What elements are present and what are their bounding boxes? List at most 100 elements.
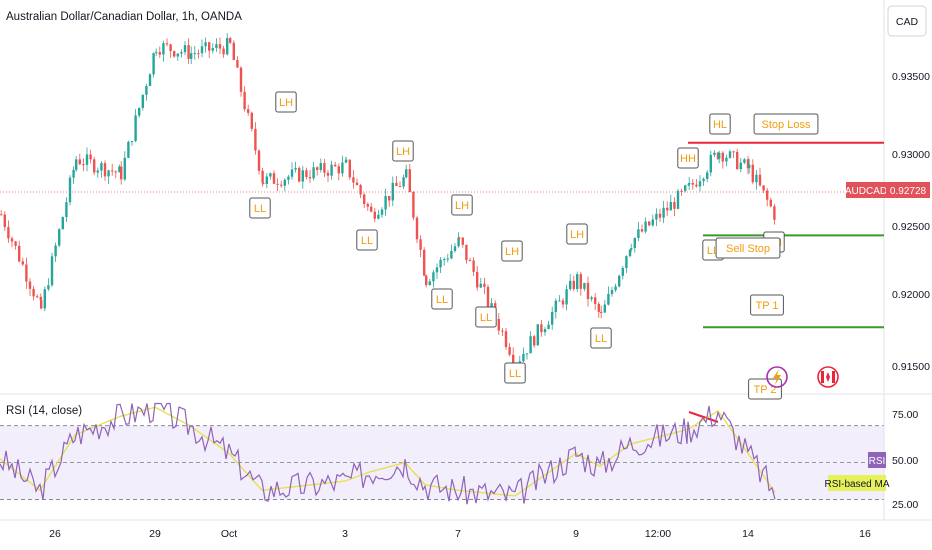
candle-down xyxy=(236,59,239,68)
candle-up xyxy=(529,336,532,354)
candle-down xyxy=(561,300,565,305)
rsi-ma-badge-text: RSI-based MA xyxy=(824,479,889,490)
candle-up xyxy=(610,290,614,294)
canada-flag-icon[interactable] xyxy=(817,366,839,388)
pattern-label-text: LL xyxy=(436,294,448,306)
candle-down xyxy=(769,199,772,207)
candle-up xyxy=(162,43,165,55)
time-tick: 14 xyxy=(742,528,754,540)
candle-up xyxy=(155,52,158,54)
pattern-label[interactable]: LH xyxy=(275,91,297,113)
candle-down xyxy=(773,206,776,220)
pattern-label[interactable]: HL xyxy=(709,113,731,135)
candle-down xyxy=(486,286,490,307)
candle-down xyxy=(93,159,96,173)
rsi-divergence-line[interactable] xyxy=(688,411,719,423)
pattern-label[interactable]: HH xyxy=(677,147,699,169)
pattern-label-text: LH xyxy=(570,229,584,241)
candle-down xyxy=(425,275,428,285)
candle-down xyxy=(173,51,176,57)
candle-down xyxy=(691,182,694,185)
time-tick: 26 xyxy=(49,528,61,540)
pattern-label[interactable]: LH xyxy=(501,240,523,262)
pattern-label-text: LL xyxy=(509,368,521,380)
pattern-label[interactable]: LL xyxy=(249,197,271,219)
pattern-label[interactable]: LL xyxy=(431,288,453,310)
candle-down xyxy=(218,44,222,49)
candle-up xyxy=(176,53,179,57)
candle-down xyxy=(229,38,232,43)
time-axis: 26 29 Oct 3 7 9 12:00 14 16 xyxy=(49,528,871,540)
pattern-label[interactable]: TP 2 xyxy=(748,378,782,400)
pattern-label[interactable]: LH xyxy=(451,194,473,216)
candle-down xyxy=(337,166,340,174)
candle-up xyxy=(676,190,680,209)
price-tick: 0.92000 xyxy=(892,289,930,301)
candle-down xyxy=(120,166,123,180)
candle-down xyxy=(25,264,28,282)
pattern-label[interactable]: LL xyxy=(475,306,497,328)
candle-down xyxy=(359,185,362,195)
pattern-label-text: LL xyxy=(480,312,492,324)
candle-up xyxy=(709,154,712,173)
pattern-label[interactable]: LL xyxy=(504,362,526,384)
currency-button[interactable] xyxy=(887,5,927,37)
candle-down xyxy=(40,300,43,309)
pattern-label-box xyxy=(709,113,731,135)
candle-up xyxy=(294,167,297,170)
candle-down xyxy=(36,296,39,298)
pattern-label-text: LH xyxy=(279,97,293,109)
pattern-label-box xyxy=(275,91,297,113)
pattern-label[interactable]: LH xyxy=(392,140,414,162)
candle-down xyxy=(666,207,669,211)
time-tick: 16 xyxy=(859,528,871,540)
candle-up xyxy=(450,250,453,259)
pattern-label[interactable]: Sell Stop xyxy=(715,237,781,259)
candle-down xyxy=(334,164,337,167)
candle-up xyxy=(211,48,214,51)
rsi-ma-line xyxy=(0,406,776,497)
candle-down xyxy=(472,260,475,272)
candle-down xyxy=(658,213,662,218)
candle-up xyxy=(590,297,593,300)
candle-up xyxy=(215,44,218,49)
candle-up xyxy=(148,74,152,86)
candle-down xyxy=(648,221,651,226)
pattern-label[interactable]: LL xyxy=(590,327,612,349)
candle-up xyxy=(607,293,610,305)
candle-down xyxy=(3,214,6,228)
candle-up xyxy=(72,169,75,178)
pattern-label[interactable]: LH xyxy=(566,223,588,245)
candle-down xyxy=(239,67,243,92)
pattern-label-text: HH xyxy=(680,153,696,165)
candle-down xyxy=(388,195,391,201)
candle-down xyxy=(232,42,235,60)
candle-down xyxy=(395,182,398,187)
candle-down xyxy=(751,164,754,183)
pattern-label[interactable]: TP 1 xyxy=(750,294,784,316)
pattern-label-box xyxy=(392,140,414,162)
candle-up xyxy=(402,177,405,187)
candle-up xyxy=(319,163,322,170)
pattern-label[interactable]: LL xyxy=(356,229,378,251)
candle-up xyxy=(127,141,130,158)
candle-up xyxy=(58,229,61,246)
candle-up xyxy=(428,281,431,285)
candle-down xyxy=(461,237,464,245)
pattern-label-box xyxy=(748,378,782,400)
rsi-line xyxy=(0,402,776,505)
candle-down xyxy=(257,150,261,171)
pattern-label-box xyxy=(753,113,819,135)
lightning-icon[interactable] xyxy=(766,366,788,388)
candle-up xyxy=(265,176,268,184)
candle-down xyxy=(497,318,500,331)
pattern-label-text: LL xyxy=(595,333,607,345)
candle-down xyxy=(458,237,461,239)
candle-down xyxy=(398,186,402,188)
time-tick: 9 xyxy=(573,528,579,540)
candle-up xyxy=(290,169,294,177)
pattern-label-box xyxy=(249,197,271,219)
pattern-label[interactable]: Stop Loss xyxy=(753,113,819,135)
candlestick-series xyxy=(0,33,776,374)
